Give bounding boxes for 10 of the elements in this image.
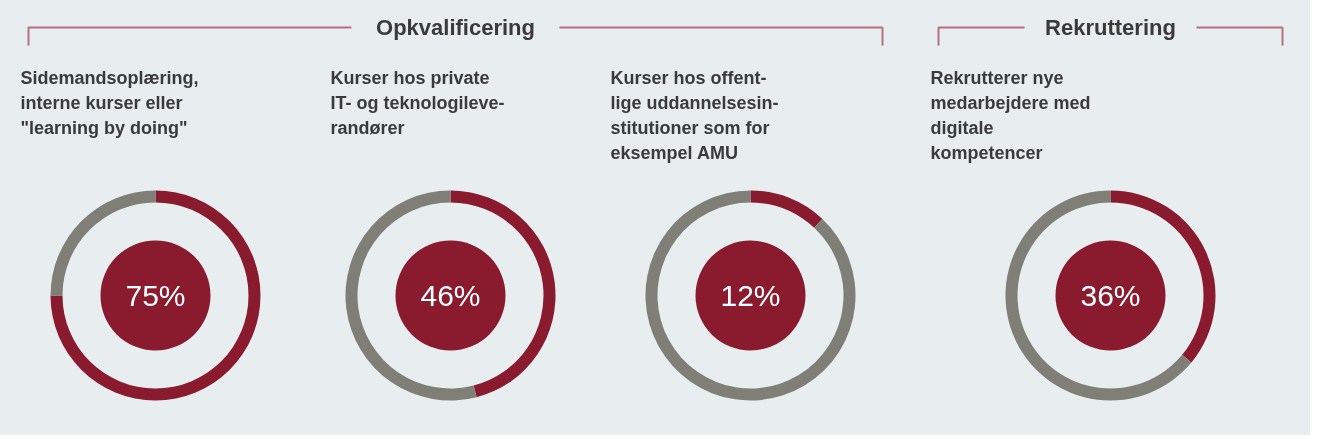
data-label: 75% xyxy=(125,279,186,312)
chart-title: Rekrutterer nye medarbejdere med digitale kompetencer xyxy=(930,67,1091,163)
text: Opkvalificering xyxy=(376,15,535,40)
data-label: 12% xyxy=(720,279,781,312)
data-label: 36% xyxy=(1080,279,1141,312)
chart-title: Sidemandsoplæring, interne kurser eller "learning by doing" xyxy=(20,67,199,138)
data-label: 46% xyxy=(420,279,481,312)
chart-title: Kurser hos offent- lige uddannelsesin- stitutioner som for eksempel AMU xyxy=(610,67,779,163)
chart-title: Kurser hos private IT- og teknologileve- randører xyxy=(330,67,505,138)
text: Rekruttering xyxy=(1045,15,1176,40)
